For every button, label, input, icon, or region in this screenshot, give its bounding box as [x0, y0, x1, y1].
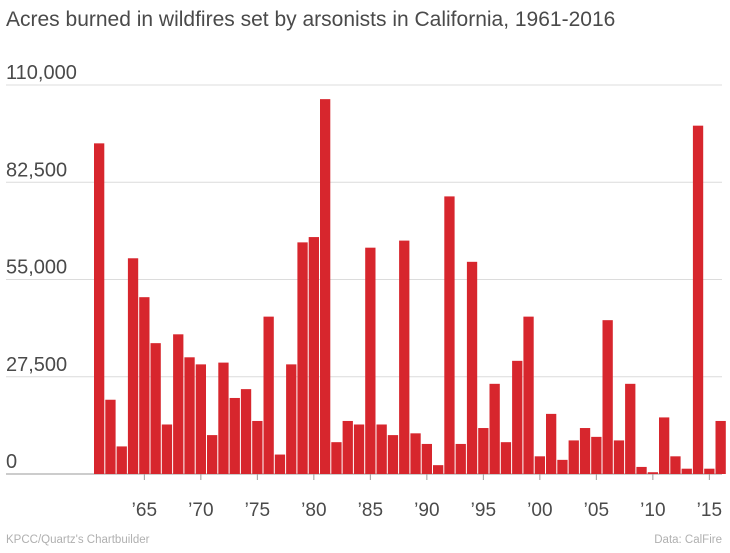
bar — [704, 468, 715, 474]
bar — [207, 435, 218, 474]
bar — [523, 316, 534, 474]
bar — [534, 456, 545, 474]
chart-title: Acres burned in wildfires set by arsonis… — [6, 8, 616, 31]
bar — [546, 413, 557, 474]
bar — [263, 316, 274, 474]
bar — [342, 420, 353, 474]
bar — [365, 247, 376, 474]
x-tick-label: ’15 — [697, 500, 722, 521]
bar — [387, 435, 399, 474]
bar — [353, 424, 365, 474]
bar — [150, 343, 161, 474]
bar — [602, 320, 613, 474]
x-tick-label: ’80 — [301, 500, 326, 521]
x-tick-label: ’70 — [188, 500, 213, 521]
bar — [229, 397, 240, 474]
bar — [410, 433, 421, 474]
bar — [286, 364, 297, 474]
bar — [139, 297, 150, 474]
bar — [127, 258, 139, 474]
bar — [715, 420, 726, 474]
bar — [670, 456, 681, 474]
y-tick-label: 0 — [6, 451, 17, 473]
bar — [320, 99, 331, 475]
bar — [218, 362, 229, 474]
bar — [173, 334, 184, 474]
x-tick-label: ’95 — [471, 500, 496, 521]
bar — [591, 436, 602, 474]
bar — [274, 454, 286, 474]
x-tick-label: ’05 — [584, 500, 609, 521]
bar — [692, 125, 704, 474]
bar — [376, 424, 387, 474]
x-tick-label: ’85 — [358, 500, 383, 521]
x-tick-label: ’75 — [245, 500, 270, 521]
bar — [252, 420, 263, 474]
y-tick-label: 110,000 — [6, 62, 77, 84]
bar — [579, 428, 591, 474]
bar — [636, 466, 647, 474]
data-source-note: Data: CalFire — [654, 534, 722, 546]
x-tick-label: ’65 — [132, 500, 157, 521]
bar — [240, 389, 252, 474]
bar — [512, 360, 523, 474]
x-tick-label: ’00 — [527, 500, 552, 521]
bar — [466, 261, 478, 474]
bar — [444, 196, 455, 475]
bar — [681, 468, 692, 474]
bar — [647, 472, 658, 474]
bar — [613, 440, 625, 474]
bar — [659, 417, 670, 474]
bar — [421, 443, 432, 474]
bar — [116, 446, 127, 474]
bar — [568, 440, 579, 474]
bars — [94, 99, 726, 475]
bar — [105, 399, 116, 474]
y-tick-label: 82,500 — [6, 159, 67, 181]
bar — [478, 428, 489, 474]
bar — [455, 443, 466, 474]
y-tick-label: 27,500 — [6, 354, 67, 376]
bar — [500, 442, 512, 474]
chart-source-credit: KPCC/Quartz's Chartbuilder — [6, 534, 150, 546]
bar — [625, 383, 636, 474]
bar — [161, 424, 173, 474]
x-axis-tick-labels: ’65 ’70 ’75 ’80 ’85 ’90 ’95 ’00 ’05 ’10 ’15 — [132, 474, 722, 521]
bar — [94, 143, 105, 474]
bar — [308, 237, 319, 474]
bar — [195, 364, 206, 474]
x-tick-label: ’10 — [640, 500, 665, 521]
bar — [399, 240, 410, 474]
bar — [297, 242, 308, 474]
bar — [557, 459, 568, 474]
bar — [331, 442, 342, 474]
bar — [184, 357, 195, 474]
x-tick-label: ’90 — [414, 500, 439, 521]
y-tick-label: 55,000 — [6, 257, 67, 279]
bar — [433, 465, 444, 474]
bar — [489, 383, 500, 474]
y-axis-tick-labels: 0 27,500 55,000 82,500 110,000 — [6, 62, 77, 473]
